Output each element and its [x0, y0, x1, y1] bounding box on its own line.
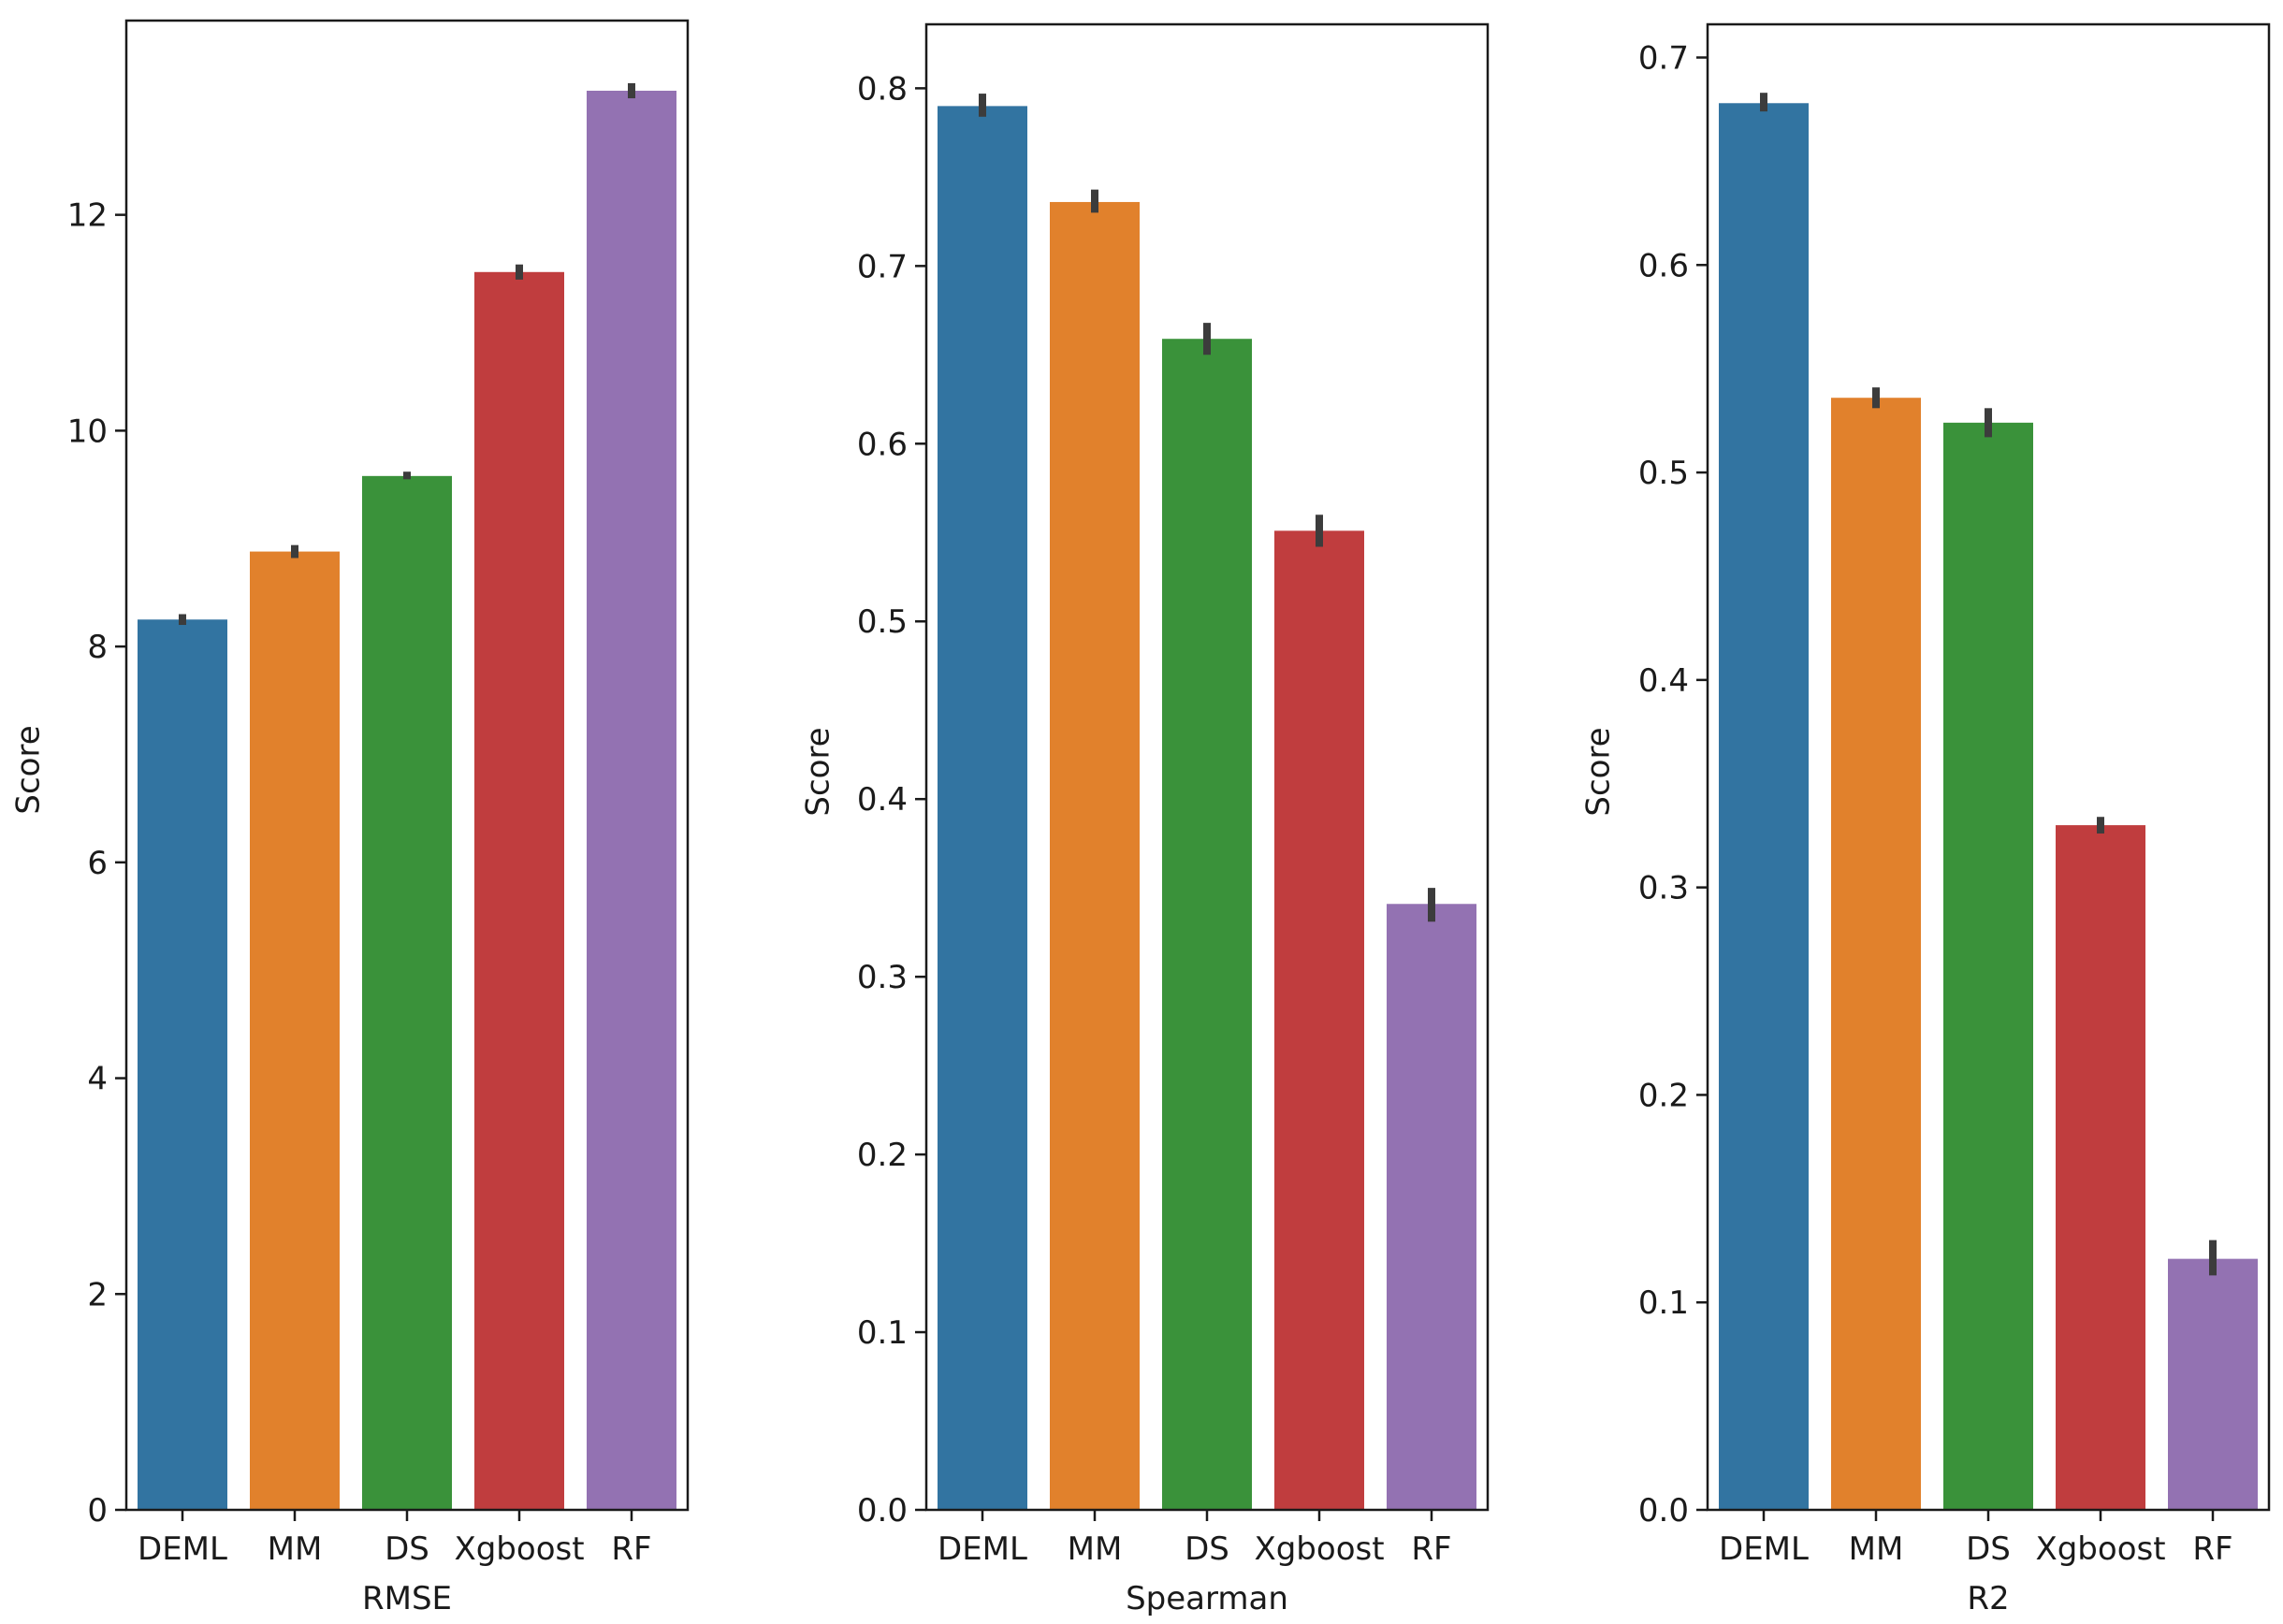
x-axis-label: Spearman [1126, 1580, 1288, 1617]
y-tick-label: 12 [67, 197, 108, 235]
y-tick-label: 0.5 [1638, 455, 1689, 492]
x-tick-label: RF [2192, 1530, 2232, 1568]
x-tick-label: MM [1068, 1530, 1123, 1568]
y-tick-label: 6 [87, 845, 108, 882]
y-axis-label: Score [1580, 727, 1618, 816]
x-tick-label: RF [1411, 1530, 1451, 1568]
y-tick-label: 0.2 [857, 1137, 908, 1174]
bar-deml [938, 106, 1027, 1511]
chart-panel-rmse: 0 2 4 6 8 10 12 DEML MM DS Xgboost RF RMSE Score [10, 19, 690, 1617]
y-tick-label: 0.1 [857, 1314, 908, 1352]
y-tick-label: 0.2 [1638, 1077, 1689, 1114]
y-tick-label: 10 [67, 413, 108, 450]
y-tick-label: 0.5 [857, 603, 908, 641]
x-tick-label: DS [1966, 1530, 2011, 1568]
y-tick-label: 0.0 [857, 1492, 908, 1530]
y-tick-label: 0.6 [857, 426, 908, 463]
y-tick-label: 0.7 [857, 248, 908, 285]
x-tick-label: DEML [938, 1530, 1027, 1568]
y-tick-label: 2 [87, 1276, 108, 1313]
y-tick-label: 0.4 [857, 781, 908, 819]
y-tick-label: 0 [87, 1492, 108, 1530]
chart-panel-r2: 0.0 0.1 0.2 0.3 0.4 0.5 0.6 0.7 DEML MM DS Xgboost R… [1580, 22, 2271, 1617]
y-tick-label: 0.8 [857, 70, 908, 108]
bar-xgboost [1274, 530, 1364, 1510]
y-tick-label: 0.1 [1638, 1284, 1689, 1322]
y-axis-label: Score [800, 727, 837, 816]
axes-frame [124, 19, 690, 1512]
chart-panel-spearman: 0.0 0.1 0.2 0.3 0.4 0.5 0.6 0.7 0.8 DEML MM DS Xgboo… [800, 22, 1490, 1617]
x-tick-label: RF [611, 1530, 651, 1568]
x-tick-label: MM [1849, 1530, 1904, 1568]
bar-rf [2168, 1258, 2258, 1510]
y-axis-label: Score [10, 725, 48, 814]
y-tick-label: 0.0 [1638, 1492, 1689, 1530]
bar-ds [1162, 339, 1252, 1510]
bar-xgboost [2056, 825, 2145, 1510]
bar-xgboost [474, 271, 564, 1510]
x-tick-label: Xgboost [1254, 1530, 1384, 1568]
x-tick-label: Xgboost [2035, 1530, 2165, 1568]
axes-frame [1706, 22, 2271, 1512]
bar-rf [587, 90, 676, 1511]
x-tick-label: MM [268, 1530, 323, 1568]
y-tick-label: 8 [87, 629, 108, 666]
x-tick-label: DS [1185, 1530, 1229, 1568]
y-tick-label: 0.7 [1638, 39, 1689, 77]
bar-deml [1719, 103, 1809, 1511]
x-tick-label: Xgboost [454, 1530, 584, 1568]
bar-rf [1387, 904, 1476, 1510]
y-tick-label: 0.3 [1638, 870, 1689, 907]
bar-ds [1943, 422, 2033, 1510]
bar-ds [362, 475, 452, 1510]
y-tick-label: 0.3 [857, 959, 908, 996]
y-tick-label: 4 [87, 1061, 108, 1098]
x-axis-label: R2 [1967, 1580, 2009, 1617]
y-tick-label: 0.6 [1638, 247, 1689, 284]
y-tick-label: 0.4 [1638, 662, 1689, 700]
x-tick-label: DEML [138, 1530, 227, 1568]
bar-mm [250, 551, 340, 1511]
axes-frame [924, 22, 1490, 1512]
x-tick-label: DEML [1719, 1530, 1809, 1568]
x-axis-label: RMSE [362, 1580, 452, 1617]
bar-mm [1050, 201, 1140, 1510]
x-tick-label: DS [385, 1530, 429, 1568]
bar-deml [138, 619, 227, 1510]
bar-mm [1831, 398, 1921, 1510]
